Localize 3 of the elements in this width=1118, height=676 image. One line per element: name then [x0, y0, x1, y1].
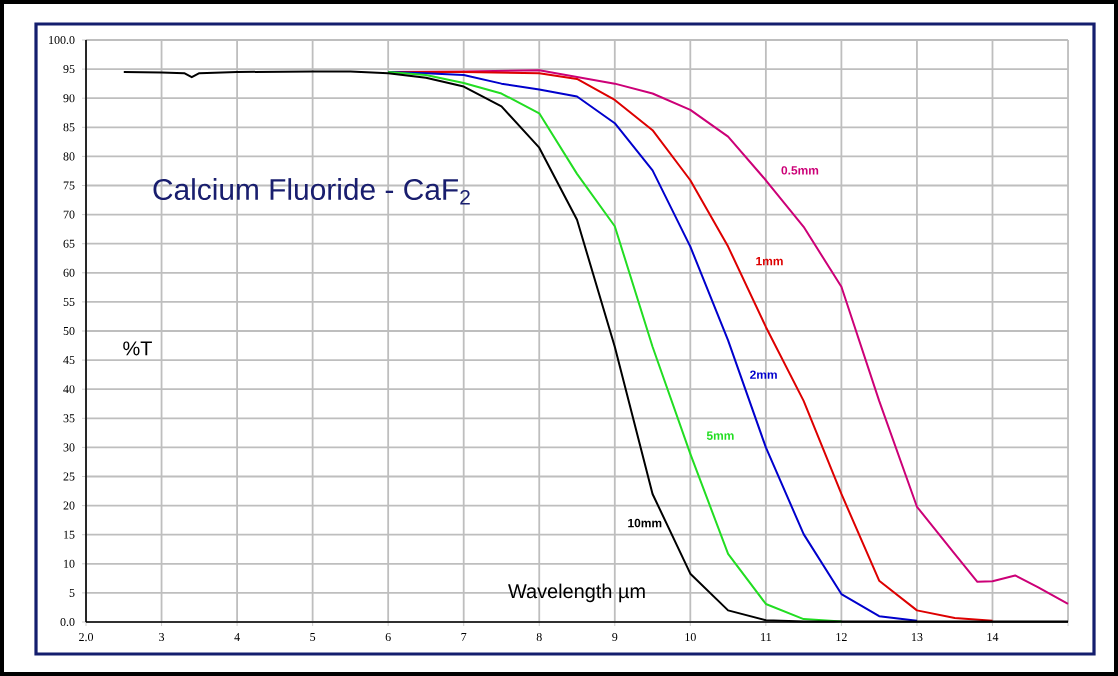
text: Calcium Fluoride - CaF$_{2}$: [153, 178, 470, 205]
y-axis-title: %T: [123, 341, 152, 356]
x-axis-title: Wavelength µm: [508, 583, 645, 603]
